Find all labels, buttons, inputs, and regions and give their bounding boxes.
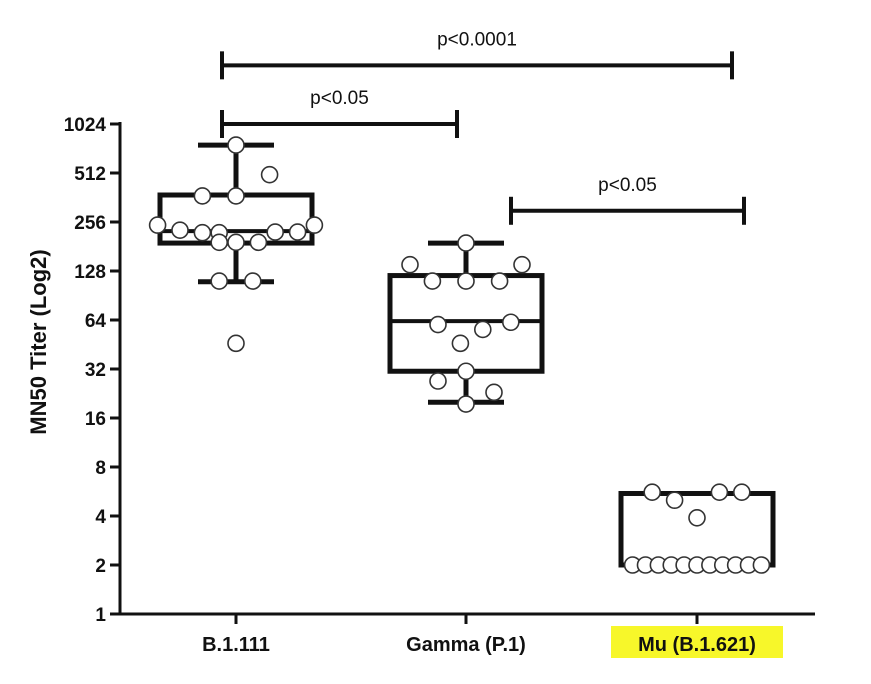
data-point [429, 315, 447, 334]
data-point [429, 372, 447, 390]
data-point [485, 383, 503, 402]
x-category-label: Mu (B.1.621) [638, 634, 756, 656]
data-point [171, 221, 189, 239]
data-point [688, 508, 706, 527]
significance-bars: p<0.0001 p<0.05 p<0.05 [220, 29, 746, 225]
data-point [710, 483, 729, 502]
data-point [227, 334, 245, 353]
data-point [457, 234, 475, 252]
data-point [457, 395, 475, 413]
y-tick-label: 2 [95, 556, 106, 577]
data-point [210, 272, 228, 290]
y-tick-label: 1 [95, 605, 106, 626]
data-point [227, 136, 245, 154]
x-category-label: B.1.111 [202, 634, 270, 656]
data-point [643, 483, 662, 502]
data-point [513, 255, 531, 274]
data-points [148, 136, 771, 574]
significance-label: p<0.05 [310, 88, 369, 109]
data-point [665, 491, 684, 510]
y-tick-label: 256 [74, 213, 106, 234]
data-point [244, 272, 262, 290]
data-point [401, 255, 419, 274]
data-point [227, 187, 245, 205]
y-tick-label: 16 [85, 409, 106, 430]
y-tick-label: 128 [74, 262, 106, 283]
data-point [490, 272, 509, 290]
data-point [457, 272, 475, 290]
data-point [227, 233, 245, 252]
x-category-label: Gamma (P.1) [406, 634, 526, 656]
significance-label: p<0.0001 [437, 29, 517, 50]
data-point [148, 216, 167, 234]
data-point [451, 334, 470, 353]
y-axis-ticks: 1 2 4 8 16 32 64 128 256 512 1024 [64, 115, 120, 626]
data-point [305, 216, 324, 234]
y-tick-label: 4 [95, 507, 106, 528]
data-point [423, 272, 442, 290]
data-point [249, 233, 268, 252]
y-tick-label: 512 [74, 164, 106, 185]
y-tick-label: 32 [85, 360, 106, 381]
y-tick-label: 1024 [64, 115, 107, 136]
data-point [266, 223, 285, 241]
box [618, 490, 776, 568]
data-point [288, 223, 307, 241]
data-point [210, 233, 228, 252]
data-point [501, 313, 520, 332]
significance-label: p<0.05 [598, 175, 657, 196]
data-point [457, 362, 475, 381]
data-point [752, 556, 771, 574]
data-point [193, 187, 212, 205]
data-point [732, 483, 751, 502]
y-tick-label: 64 [85, 311, 107, 332]
y-axis-title: MN50 Titer (Log2) [26, 249, 51, 434]
data-point [473, 320, 492, 339]
x-axis-categories: B.1.111 Gamma (P.1) Mu (B.1.621) [202, 614, 783, 658]
data-point [260, 165, 279, 184]
data-point [193, 223, 212, 242]
y-tick-label: 8 [95, 458, 106, 479]
category-highlight [611, 626, 783, 658]
